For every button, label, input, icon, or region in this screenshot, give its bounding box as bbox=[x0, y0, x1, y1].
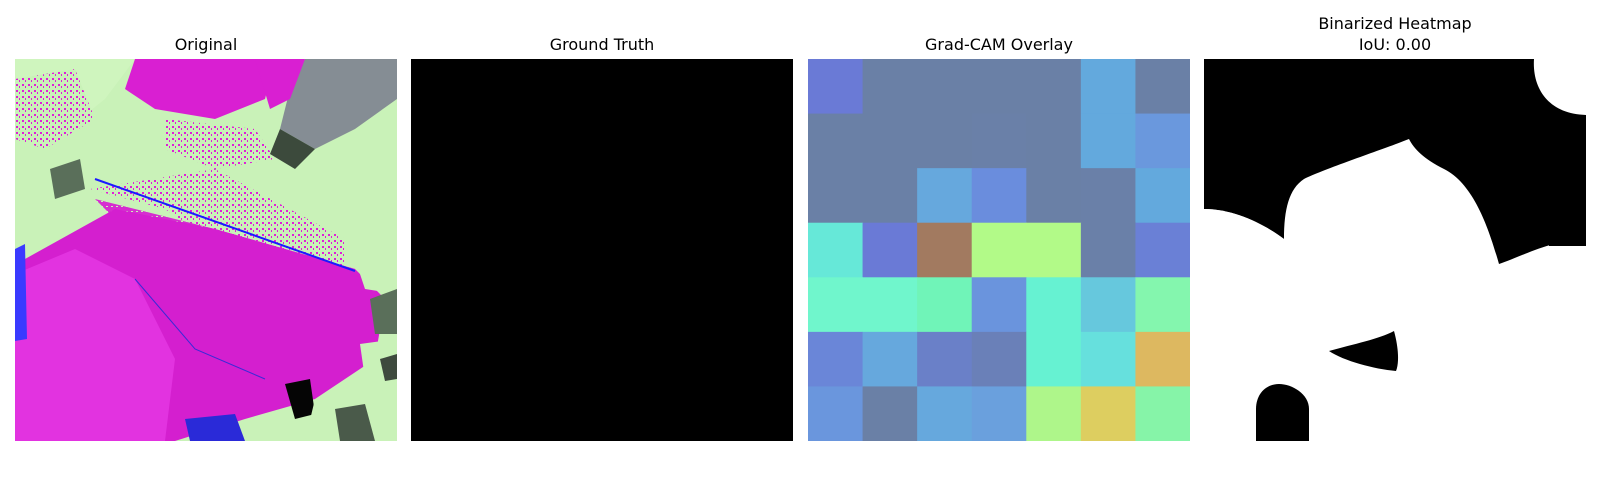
panel-title: Grad-CAM Overlay bbox=[925, 35, 1073, 54]
gradcam-cell bbox=[1080, 222, 1136, 278]
panel-ground-truth: Ground Truth bbox=[411, 0, 793, 441]
gradcam-cell bbox=[971, 277, 1027, 333]
gradcam-cell bbox=[1026, 168, 1082, 224]
gradcam-cell bbox=[1080, 113, 1136, 169]
gradcam-cell bbox=[862, 331, 918, 387]
gradcam-cell bbox=[971, 59, 1027, 115]
gradcam-cell bbox=[1080, 277, 1136, 333]
gradcam-cell bbox=[917, 277, 973, 333]
iou-label: IoU: 0.00 bbox=[1358, 35, 1432, 54]
gradcam-cell bbox=[917, 331, 973, 387]
gradcam-cell bbox=[971, 331, 1027, 387]
gradcam-cell bbox=[808, 386, 864, 441]
binarized-heatmap-image bbox=[1204, 59, 1586, 441]
gradcam-cell bbox=[1026, 331, 1082, 387]
panel-binarized: Binarized Heatmap IoU: 0.00 bbox=[1204, 0, 1586, 441]
gradcam-cell bbox=[1026, 113, 1082, 169]
gradcam-cell bbox=[1026, 386, 1082, 441]
gradcam-cell bbox=[808, 222, 864, 278]
gradcam-cell bbox=[917, 59, 973, 115]
panel-original: Original bbox=[15, 0, 397, 441]
gradcam-cell bbox=[1135, 331, 1190, 387]
gradcam-cell bbox=[862, 59, 918, 115]
gradcam-cell bbox=[808, 168, 864, 224]
gradcam-cell bbox=[1026, 59, 1082, 115]
gradcam-cell bbox=[862, 222, 918, 278]
gradcam-cell bbox=[1135, 168, 1190, 224]
gradcam-cell bbox=[1135, 222, 1190, 278]
gradcam-cell bbox=[1026, 277, 1082, 333]
panel-gradcam: Grad-CAM Overlay bbox=[808, 0, 1190, 441]
panel-title: Original bbox=[174, 35, 238, 54]
gradcam-cell bbox=[808, 331, 864, 387]
gradcam-cell bbox=[971, 386, 1027, 441]
panel-title: Binarized Heatmap bbox=[1318, 14, 1472, 33]
gradcam-cell bbox=[862, 113, 918, 169]
gradcam-cell bbox=[862, 386, 918, 441]
gradcam-cell bbox=[1080, 168, 1136, 224]
ground-truth-mask bbox=[411, 59, 793, 441]
gradcam-cell bbox=[917, 113, 973, 169]
gradcam-cell bbox=[917, 386, 973, 441]
gradcam-cell bbox=[971, 222, 1027, 278]
panel-title: Ground Truth bbox=[549, 35, 655, 54]
gradcam-cell bbox=[971, 113, 1027, 169]
gradcam-cell bbox=[1135, 277, 1190, 333]
gradcam-cell bbox=[1080, 59, 1136, 115]
gradcam-cell bbox=[1135, 113, 1190, 169]
gradcam-cell bbox=[917, 168, 973, 224]
gradcam-cell bbox=[1135, 386, 1190, 441]
gradcam-cell bbox=[808, 113, 864, 169]
gradcam-cell bbox=[808, 59, 864, 115]
gradcam-cell bbox=[862, 277, 918, 333]
gradcam-cell bbox=[971, 168, 1027, 224]
original-image bbox=[15, 59, 397, 441]
gradcam-cell bbox=[1135, 59, 1190, 115]
gradcam-cell bbox=[808, 277, 864, 333]
gradcam-cell bbox=[1080, 386, 1136, 441]
gradcam-cell bbox=[1026, 222, 1082, 278]
gradcam-cell bbox=[862, 168, 918, 224]
gradcam-cell bbox=[917, 222, 973, 278]
gradcam-cell bbox=[1080, 331, 1136, 387]
gradcam-overlay-image bbox=[808, 59, 1190, 441]
